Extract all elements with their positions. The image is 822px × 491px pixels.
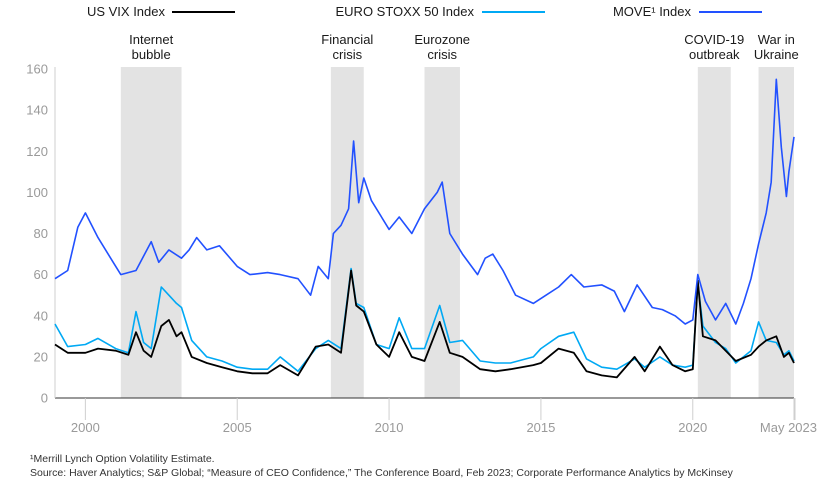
band-war-in-ukraine [758,67,794,398]
x-tick-label: 2000 [71,420,100,435]
band-label-line: Eurozone [414,32,470,47]
chart-axes: 0 20 40 60 80 100 120 140 160 2000 2005 2010 2015 202… [26,62,817,436]
legend-label-move-index: MOVE¹ Index [613,4,692,19]
series-line-us-vix-index [54,269,795,379]
legend-label-euro-stoxx-50-index: EURO STOXX 50 Index [336,4,475,19]
band-label-line: crisis [333,47,363,62]
y-tick-label: 120 [26,144,48,159]
series-line-move-index [54,78,795,325]
y-tick-label: 20 [34,349,48,364]
band-label-line: COVID-19 [684,32,744,47]
y-tick-label: 60 [34,267,48,282]
band-financial-crisis [330,67,364,398]
y-tick-label: 160 [26,62,48,77]
x-tick-label: 2010 [375,420,404,435]
x-tick-label: May 2023 [760,420,817,435]
band-label-line: Ukraine [754,47,799,62]
x-tick-label: 2005 [223,420,252,435]
chart-legend: US VIX Index EURO STOXX 50 Index MOVE¹ Ind… [87,4,762,19]
x-tick-label: 2020 [678,420,707,435]
band-label-line: outbreak [689,47,740,62]
band-label-line: War in [758,32,795,47]
y-tick-label: 0 [41,391,48,406]
legend-label-us-vix-index: US VIX Index [87,4,166,19]
band-label-eurozone-crisis: Eurozone crisis [414,32,470,62]
band-label-war-in-ukraine: War in Ukraine [754,32,799,62]
y-tick-label: 140 [26,103,48,118]
x-tick-label: 2015 [526,420,555,435]
footnote-move-definition: ¹Merrill Lynch Option Volatility Estimat… [30,453,215,465]
band-label-line: Financial [321,32,373,47]
band-label-line: bubble [132,47,171,62]
band-label-line: Internet [129,32,173,47]
band-covid-19-outbreak [697,67,731,398]
band-label-covid-19-outbreak: COVID-19 outbreak [684,32,744,62]
y-tick-label: 100 [26,185,48,200]
chart-series [54,78,795,379]
band-label-financial-crisis: Financial crisis [321,32,373,62]
y-tick-label: 40 [34,308,48,323]
band-label-line: crisis [427,47,457,62]
y-tick-label: 80 [34,226,48,241]
band-label-internet-bubble: Internet bubble [129,32,173,62]
footnote-source: Source: Haver Analytics; S&P Global; “Me… [30,467,733,479]
band-eurozone-crisis [424,67,460,398]
